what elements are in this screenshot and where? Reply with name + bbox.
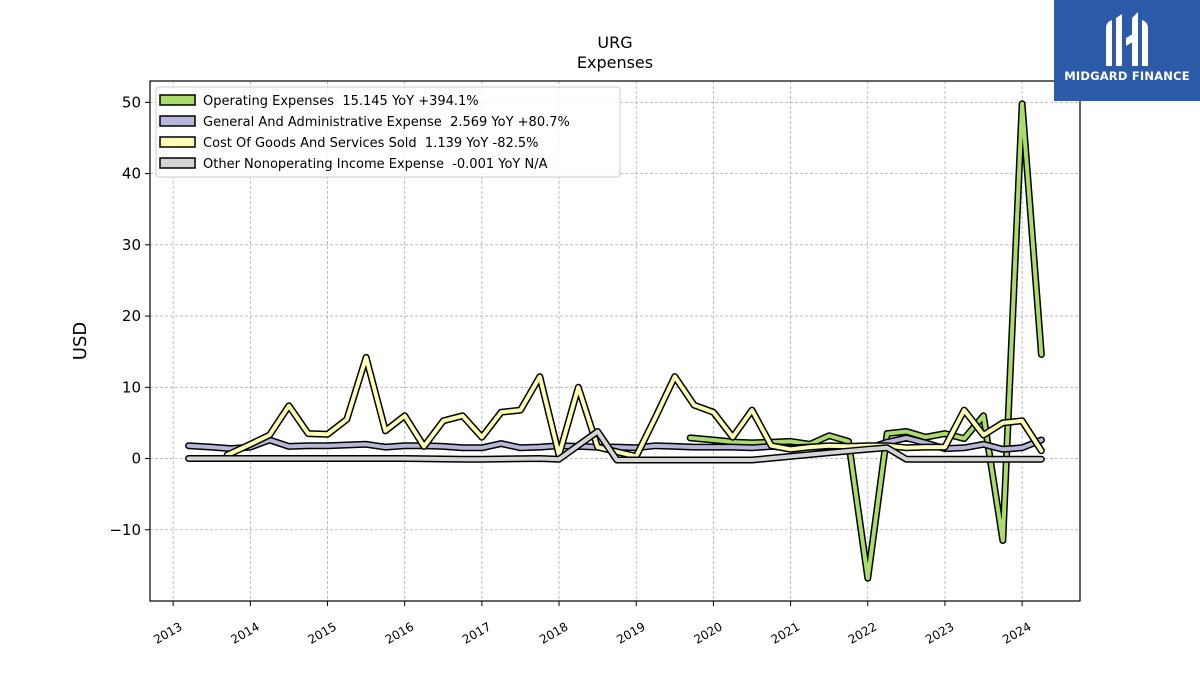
legend-label: Other Nonoperating Income Expense -0.001…	[203, 157, 548, 172]
series-line	[186, 429, 1044, 462]
brand-logo: MIDGARD FINANCE	[1054, 0, 1200, 101]
x-tick-label: 2016	[383, 619, 416, 646]
series-line	[225, 355, 1044, 459]
series-2	[223, 353, 1045, 460]
x-tick-label: 2018	[537, 619, 570, 646]
series-line	[688, 101, 1044, 581]
x-tick-label: 2021	[769, 619, 802, 646]
legend-label: Cost Of Goods And Services Sold 1.139 Yo…	[203, 136, 539, 151]
x-axis: 2013 2014 2015 2016 2017 2018 2019 2020 2021 2022…	[151, 601, 1034, 647]
y-axis-label: USD	[70, 322, 91, 360]
y-tick-label: 30	[122, 236, 141, 254]
x-tick-label: 2019	[614, 619, 647, 646]
x-tick-label: 2023	[923, 619, 956, 646]
y-tick-label: −10	[109, 521, 141, 539]
x-tick-label: 2022	[846, 619, 879, 646]
legend-box	[155, 86, 621, 178]
x-tick-label: 2017	[460, 619, 493, 646]
brand-mark-icon	[1106, 12, 1148, 66]
series-1	[185, 434, 1045, 453]
x-tick-label: 2020	[691, 619, 724, 646]
y-tick-label: 0	[131, 450, 141, 468]
x-tick-label: 2013	[151, 619, 184, 646]
x-tick-label: 2015	[306, 619, 339, 646]
chart-subtitle: Expenses	[577, 53, 653, 72]
legend-swatch	[159, 157, 196, 169]
legend-swatch	[159, 115, 196, 127]
x-tick-label: 2024	[1000, 619, 1033, 646]
legend-label: General And Administrative Expense 2.569…	[203, 115, 570, 130]
y-tick-label: 50	[122, 93, 141, 111]
y-axis: −10 0 10 20 30 40 50	[109, 93, 150, 539]
series-0	[686, 100, 1045, 582]
brand-name: MIDGARD FINANCE	[1064, 69, 1190, 83]
series-3	[185, 428, 1045, 464]
series-lines	[185, 100, 1045, 582]
legend-label: Operating Expenses 15.145 YoY +394.1%	[203, 94, 479, 109]
y-tick-label: 20	[122, 307, 141, 325]
y-tick-label: 40	[122, 165, 141, 183]
legend-swatch	[159, 94, 196, 106]
chart-title: URG	[597, 33, 632, 52]
legend: Operating Expenses 15.145 YoY +394.1% Gen…	[155, 86, 621, 178]
legend-swatch	[159, 136, 196, 148]
x-tick-label: 2014	[228, 619, 261, 646]
plot-frame	[149, 80, 1081, 602]
series-line-outline	[686, 100, 1045, 582]
y-tick-label: 10	[122, 378, 141, 396]
series-line	[186, 435, 1044, 452]
